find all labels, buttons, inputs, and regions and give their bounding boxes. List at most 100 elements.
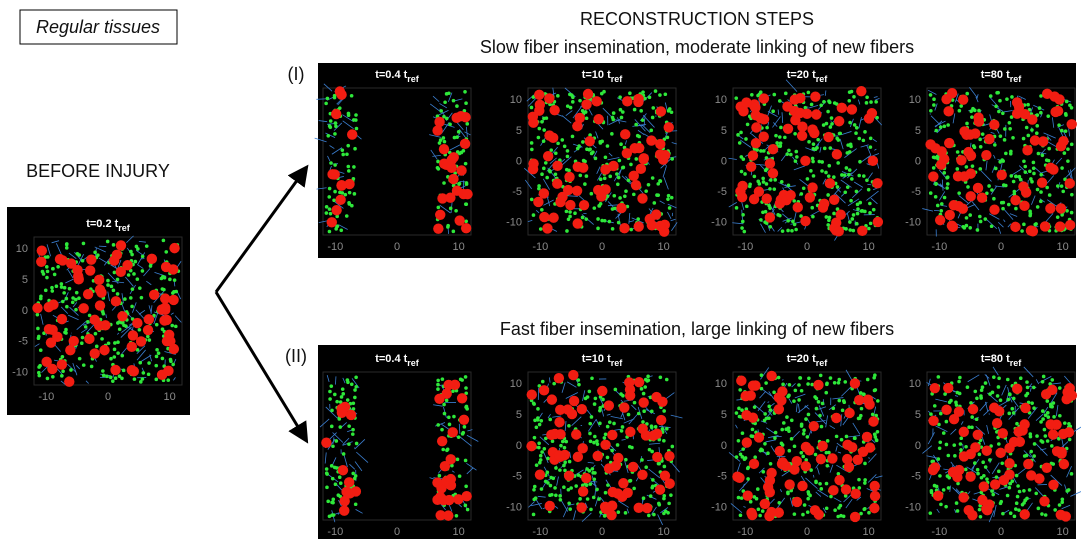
fiber-node bbox=[756, 180, 760, 184]
fiber-node bbox=[1032, 386, 1036, 390]
fiber-node bbox=[1022, 160, 1026, 164]
fiber-node bbox=[338, 425, 342, 429]
cell bbox=[800, 216, 810, 226]
panel-title-sub: ref bbox=[816, 358, 829, 368]
fiber-node bbox=[112, 289, 116, 293]
fiber-node bbox=[1067, 422, 1071, 426]
fiber-node bbox=[857, 174, 861, 178]
y-tick-label: 10 bbox=[715, 94, 727, 106]
fiber-node bbox=[994, 167, 998, 171]
cell bbox=[1050, 107, 1060, 117]
fiber-node bbox=[840, 173, 844, 177]
fiber-node bbox=[990, 489, 994, 493]
fiber-node bbox=[556, 94, 560, 98]
fiber-node bbox=[959, 442, 963, 446]
fiber-node bbox=[853, 123, 857, 127]
fiber-node bbox=[1007, 412, 1011, 416]
fiber-node bbox=[129, 250, 133, 254]
fiber-node bbox=[594, 157, 598, 161]
fiber-node bbox=[145, 244, 149, 248]
cell bbox=[128, 330, 138, 340]
before-heading: BEFORE INJURY bbox=[26, 161, 170, 181]
fiber-node bbox=[751, 428, 755, 432]
fiber-node bbox=[328, 230, 332, 234]
cell bbox=[1021, 187, 1031, 197]
fiber-node bbox=[647, 183, 651, 187]
x-tick-label: 10 bbox=[863, 241, 875, 253]
fiber-node bbox=[839, 514, 843, 518]
fiber-node bbox=[804, 417, 808, 421]
fiber-node bbox=[545, 116, 549, 120]
fiber-node bbox=[949, 399, 953, 403]
cell bbox=[865, 442, 875, 452]
fiber-node bbox=[656, 193, 660, 197]
fiber-node bbox=[53, 273, 57, 277]
cell bbox=[634, 503, 644, 513]
cell bbox=[664, 451, 674, 461]
panel-title-main: t=10 t bbox=[582, 353, 611, 365]
fiber-node bbox=[778, 99, 782, 103]
fiber-node bbox=[440, 428, 444, 432]
fiber-node bbox=[1070, 211, 1074, 215]
fiber-node bbox=[746, 123, 750, 127]
fiber-node bbox=[549, 484, 553, 488]
cell bbox=[807, 182, 817, 192]
fiber-node bbox=[761, 509, 765, 513]
cell bbox=[1012, 97, 1022, 107]
fiber-node bbox=[863, 481, 867, 485]
cell bbox=[74, 274, 84, 284]
fiber-node bbox=[782, 421, 786, 425]
fiber-node bbox=[1036, 188, 1040, 192]
cell bbox=[554, 417, 564, 427]
x-tick-label: 0 bbox=[998, 526, 1004, 538]
fiber-node bbox=[170, 324, 174, 328]
cell bbox=[163, 366, 173, 376]
fiber-node bbox=[530, 148, 534, 152]
x-tick-label: -10 bbox=[532, 241, 548, 253]
fiber-node bbox=[539, 454, 543, 458]
fiber-node bbox=[865, 101, 869, 105]
fiber-node bbox=[651, 116, 655, 120]
cell bbox=[844, 408, 854, 418]
panel-title-sub: ref bbox=[611, 358, 624, 368]
fiber-node bbox=[464, 504, 468, 508]
fiber-node bbox=[554, 151, 558, 155]
fiber-node bbox=[333, 190, 337, 194]
fiber-node bbox=[95, 345, 99, 349]
fiber-node bbox=[436, 206, 440, 210]
fiber-node bbox=[783, 136, 787, 140]
fiber-node bbox=[811, 160, 815, 164]
cell bbox=[90, 348, 100, 358]
fiber-node bbox=[942, 171, 946, 175]
fiber-node bbox=[780, 428, 784, 432]
cell bbox=[94, 275, 104, 285]
fiber-node bbox=[777, 376, 781, 380]
fiber-node bbox=[106, 283, 110, 287]
fiber-node bbox=[436, 379, 440, 383]
fiber-node bbox=[831, 407, 835, 411]
y-tick-label: -5 bbox=[911, 471, 921, 483]
fiber-node bbox=[973, 461, 977, 465]
fiber-node bbox=[1051, 462, 1055, 466]
fiber-node bbox=[797, 398, 801, 402]
fiber-node bbox=[1029, 435, 1033, 439]
fiber-node bbox=[449, 207, 453, 211]
fiber-node bbox=[548, 418, 552, 422]
cell bbox=[742, 437, 752, 447]
fiber-node bbox=[1008, 127, 1012, 131]
fiber-node bbox=[577, 383, 581, 387]
fiber-node bbox=[1032, 161, 1036, 165]
fiber-node bbox=[341, 148, 345, 152]
fiber-node bbox=[1049, 403, 1053, 407]
fiber-node bbox=[603, 219, 607, 223]
fiber-node bbox=[929, 109, 933, 113]
fiber bbox=[813, 475, 814, 478]
fiber-node bbox=[341, 191, 345, 195]
fiber-node bbox=[825, 482, 829, 486]
fiber-node bbox=[811, 157, 815, 161]
cell bbox=[122, 260, 132, 270]
fiber-node bbox=[641, 90, 645, 94]
cell bbox=[1037, 178, 1047, 188]
fiber-node bbox=[793, 444, 797, 448]
fiber-node bbox=[832, 212, 836, 216]
